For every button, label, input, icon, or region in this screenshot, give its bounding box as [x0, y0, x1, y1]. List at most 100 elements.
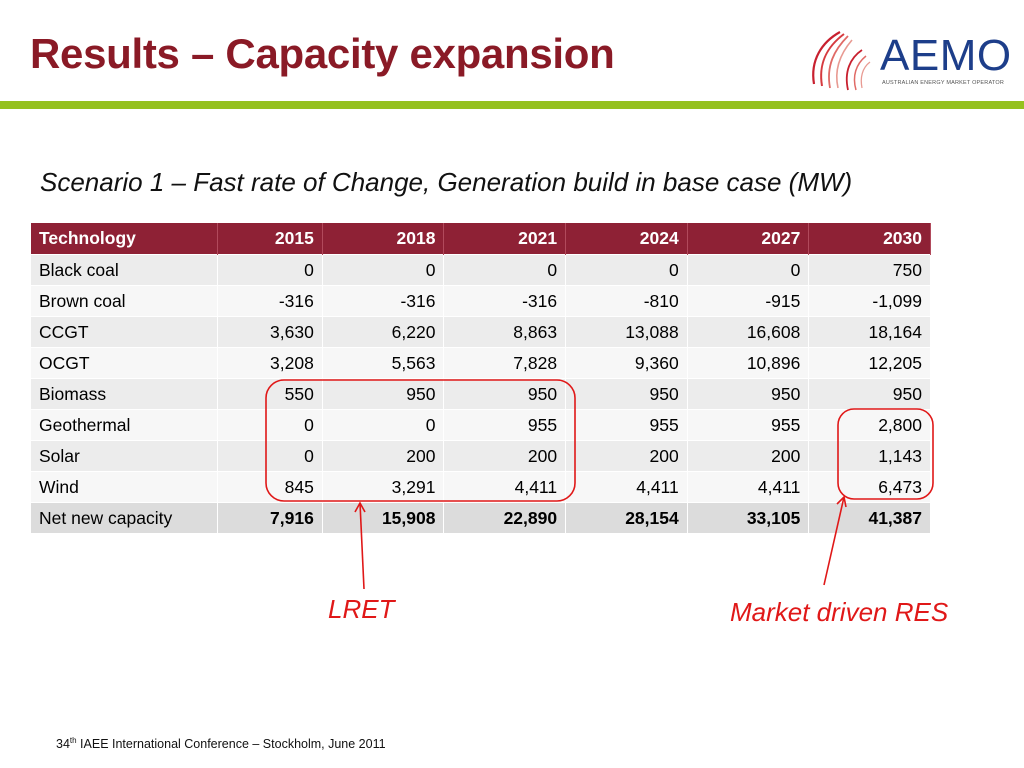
value-cell: 3,630 — [217, 316, 323, 348]
lret-highlight-box — [265, 379, 576, 502]
value-cell: 16,608 — [687, 316, 810, 348]
value-cell: 41,387 — [808, 502, 931, 533]
value-cell: 5,563 — [322, 347, 445, 379]
column-header-2015: 2015 — [217, 223, 323, 255]
value-cell: 950 — [687, 378, 810, 410]
value-cell: 0 — [687, 254, 810, 286]
slide-title: Results – Capacity expansion — [30, 30, 615, 77]
table-row: CCGT 3,630 6,220 8,863 13,088 16,608 18,164 — [31, 316, 931, 348]
value-cell: 845 — [217, 471, 323, 503]
value-cell: -316 — [322, 285, 445, 317]
table-row: Geothermal 0 0 955 955 955 2,800 — [31, 409, 931, 441]
value-cell: 0 — [322, 254, 445, 286]
value-cell: -810 — [565, 285, 688, 317]
technology-cell: Biomass — [31, 378, 218, 410]
value-cell: 2,800 — [808, 409, 931, 441]
table-row: Wind 845 3,291 4,411 4,411 4,411 6,473 — [31, 471, 931, 503]
table-row: Biomass 550 950 950 950 950 950 — [31, 378, 931, 410]
aemo-logo: AEMO AUSTRALIAN ENERGY MARKET OPERATOR — [800, 28, 1011, 94]
column-header-2027: 2027 — [687, 223, 810, 255]
value-cell: 0 — [565, 254, 688, 286]
value-cell: 1,143 — [808, 440, 931, 472]
market-arrowhead-icon — [836, 495, 847, 508]
technology-cell: CCGT — [31, 316, 218, 348]
value-cell: 3,291 — [322, 471, 445, 503]
value-cell: 22,890 — [443, 502, 567, 533]
value-cell: 955 — [443, 409, 567, 441]
table-row: Black coal 0 0 0 0 0 750 — [31, 254, 931, 286]
value-cell: 200 — [322, 440, 445, 472]
value-cell: -316 — [217, 285, 323, 317]
table-row: Net new capacity 7,916 15,908 22,890 28,154 3… — [31, 502, 931, 533]
value-cell: 550 — [217, 378, 323, 410]
value-cell: 200 — [687, 440, 810, 472]
column-header-2021: 2021 — [443, 223, 567, 255]
value-cell: 10,896 — [687, 347, 810, 379]
market-arrow — [823, 496, 845, 586]
lret-arrow — [359, 502, 365, 590]
value-cell: 0 — [322, 409, 445, 441]
footer-conference: 34th IAEE International Conference – Sto… — [56, 736, 386, 751]
table-row: OCGT 3,208 5,563 7,828 9,360 10,896 12,205 — [31, 347, 931, 379]
value-cell: 0 — [217, 409, 323, 441]
footer-text: IAEE International Conference – Stockhol… — [76, 737, 386, 752]
column-header-2024: 2024 — [565, 223, 688, 255]
value-cell: -316 — [443, 285, 567, 317]
technology-cell: Wind — [31, 471, 218, 503]
lret-label: LRET — [328, 594, 395, 624]
value-cell: 950 — [322, 378, 445, 410]
slide-subtitle: Scenario 1 – Fast rate of Change, Genera… — [40, 167, 853, 197]
value-cell: -1,099 — [808, 285, 931, 317]
value-cell: 13,088 — [565, 316, 688, 348]
table-row: Brown coal -316 -316 -316 -810 -915 -1,099 — [31, 285, 931, 317]
value-cell: 33,105 — [687, 502, 810, 533]
value-cell: 28,154 — [565, 502, 688, 533]
footer-ordinal: 34 — [56, 737, 70, 752]
technology-cell: Geothermal — [31, 409, 218, 441]
value-cell: 950 — [808, 378, 931, 410]
value-cell: 18,164 — [808, 316, 931, 348]
value-cell: 200 — [443, 440, 567, 472]
value-cell: 12,205 — [808, 347, 931, 379]
column-header-2018: 2018 — [322, 223, 445, 255]
capacity-table: Technology 2015 2018 2021 2024 2027 2030… — [31, 223, 931, 533]
value-cell: 750 — [808, 254, 931, 286]
value-cell: 950 — [443, 378, 567, 410]
value-cell: 955 — [687, 409, 810, 441]
technology-cell: OCGT — [31, 347, 218, 379]
value-cell: 7,828 — [443, 347, 567, 379]
value-cell: 15,908 — [322, 502, 445, 533]
value-cell: 4,411 — [443, 471, 567, 503]
technology-cell: Solar — [31, 440, 218, 472]
table-header-row: Technology 2015 2018 2021 2024 2027 2030 — [31, 223, 931, 255]
lret-arrowhead-icon — [354, 501, 366, 513]
value-cell: 0 — [217, 254, 323, 286]
footer-ordinal-suffix: th — [69, 736, 77, 745]
value-cell: 6,220 — [322, 316, 445, 348]
logo-wordmark: AEMO — [880, 31, 1012, 80]
header-accent-bar — [0, 101, 1024, 109]
table-row: Solar 0 200 200 200 200 1,143 — [31, 440, 931, 472]
logo-tagline: AUSTRALIAN ENERGY MARKET OPERATOR — [882, 80, 1005, 86]
column-header-technology: Technology — [31, 223, 218, 255]
value-cell: -915 — [687, 285, 810, 317]
value-cell: 6,473 — [808, 471, 931, 503]
value-cell: 0 — [217, 440, 323, 472]
market-driven-res-label: Market driven RES — [730, 597, 949, 627]
logo-mark-icon — [812, 31, 871, 91]
value-cell: 4,411 — [687, 471, 810, 503]
technology-cell: Brown coal — [31, 285, 218, 317]
table-body: Black coal 0 0 0 0 0 750 Brown coal -316 -316 -316… — [31, 254, 931, 533]
value-cell: 4,411 — [565, 471, 688, 503]
value-cell: 955 — [565, 409, 688, 441]
value-cell: 9,360 — [565, 347, 688, 379]
value-cell: 950 — [565, 378, 688, 410]
technology-cell: Net new capacity — [31, 502, 218, 533]
value-cell: 3,208 — [217, 347, 323, 379]
value-cell: 200 — [565, 440, 688, 472]
value-cell: 8,863 — [443, 316, 567, 348]
value-cell: 0 — [443, 254, 567, 286]
value-cell: 7,916 — [217, 502, 323, 533]
market-highlight-box — [837, 408, 934, 500]
